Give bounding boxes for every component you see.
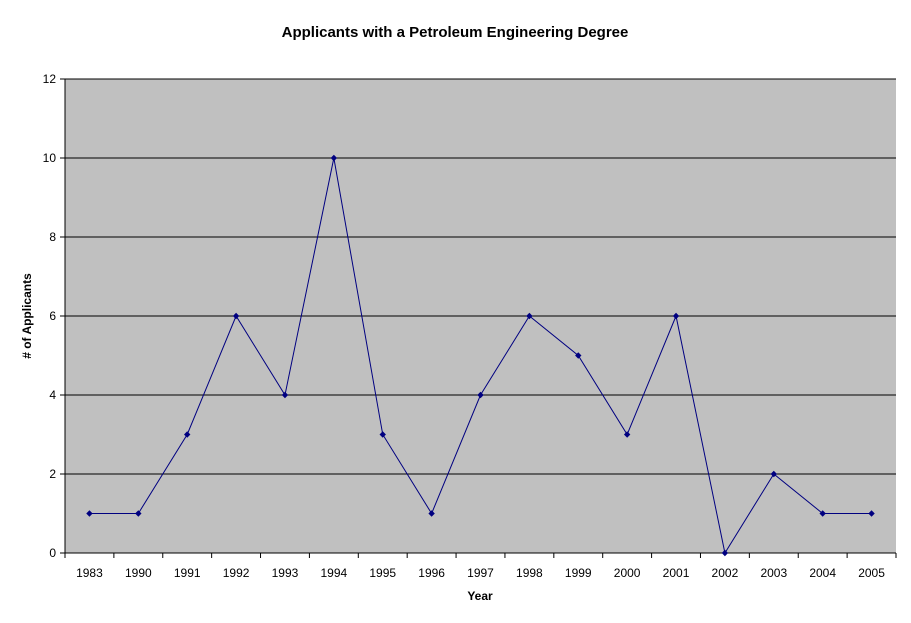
x-tick-label: 2004 — [809, 566, 836, 580]
data-point — [623, 431, 631, 438]
data-point — [232, 312, 240, 320]
y-tick-label: 12 — [43, 72, 57, 86]
x-tick-label: 2000 — [614, 566, 641, 580]
x-tick-label: 2001 — [663, 566, 690, 580]
x-tick-label: 1983 — [76, 566, 103, 580]
data-point — [575, 352, 582, 359]
x-tick-label: 1990 — [125, 566, 152, 580]
x-tick-label: 1999 — [565, 566, 592, 580]
x-tick-label: 1997 — [467, 566, 494, 580]
y-tick-label: 4 — [49, 388, 56, 402]
x-tick-label: 2002 — [712, 566, 739, 580]
x-axis-title: Year — [467, 589, 493, 603]
x-tick-label: 1991 — [174, 566, 201, 580]
x-axis-ticks: 1983 1990 1991 1992 1993 1994 1995 1996 1997 1998… — [64, 553, 897, 580]
data-point — [330, 154, 338, 162]
data-point — [672, 312, 680, 320]
data-point — [135, 510, 142, 517]
data-point — [184, 431, 191, 438]
y-tick-label: 0 — [49, 546, 56, 560]
y-axis-title: # of Applicants — [20, 273, 34, 359]
x-tick-label: 1994 — [321, 566, 348, 580]
data-point — [770, 470, 777, 478]
data-point — [721, 549, 729, 557]
data-point — [379, 431, 386, 438]
data-point — [428, 510, 435, 517]
x-tick-label: 1995 — [369, 566, 396, 580]
chart-title: Applicants with a Petroleum Engineering … — [282, 24, 629, 41]
x-tick-label: 1998 — [516, 566, 543, 580]
data-point — [477, 391, 484, 399]
x-tick-label: 1996 — [418, 566, 445, 580]
x-tick-label: 2003 — [760, 566, 787, 580]
data-point — [526, 312, 533, 320]
x-tick-label: 1992 — [223, 566, 250, 580]
data-point — [281, 391, 289, 399]
series-group — [86, 154, 875, 557]
y-axis-ticks: 0 2 4 6 8 10 12 — [43, 72, 65, 560]
data-point — [819, 510, 826, 517]
data-point — [868, 510, 875, 517]
y-tick-label: 6 — [49, 309, 56, 323]
x-tick-label: 2005 — [858, 566, 885, 580]
x-tick-label: 1993 — [272, 566, 299, 580]
y-tick-label: 10 — [43, 151, 57, 165]
y-tick-label: 2 — [49, 467, 56, 481]
data-point — [86, 510, 93, 517]
y-tick-label: 8 — [49, 230, 56, 244]
